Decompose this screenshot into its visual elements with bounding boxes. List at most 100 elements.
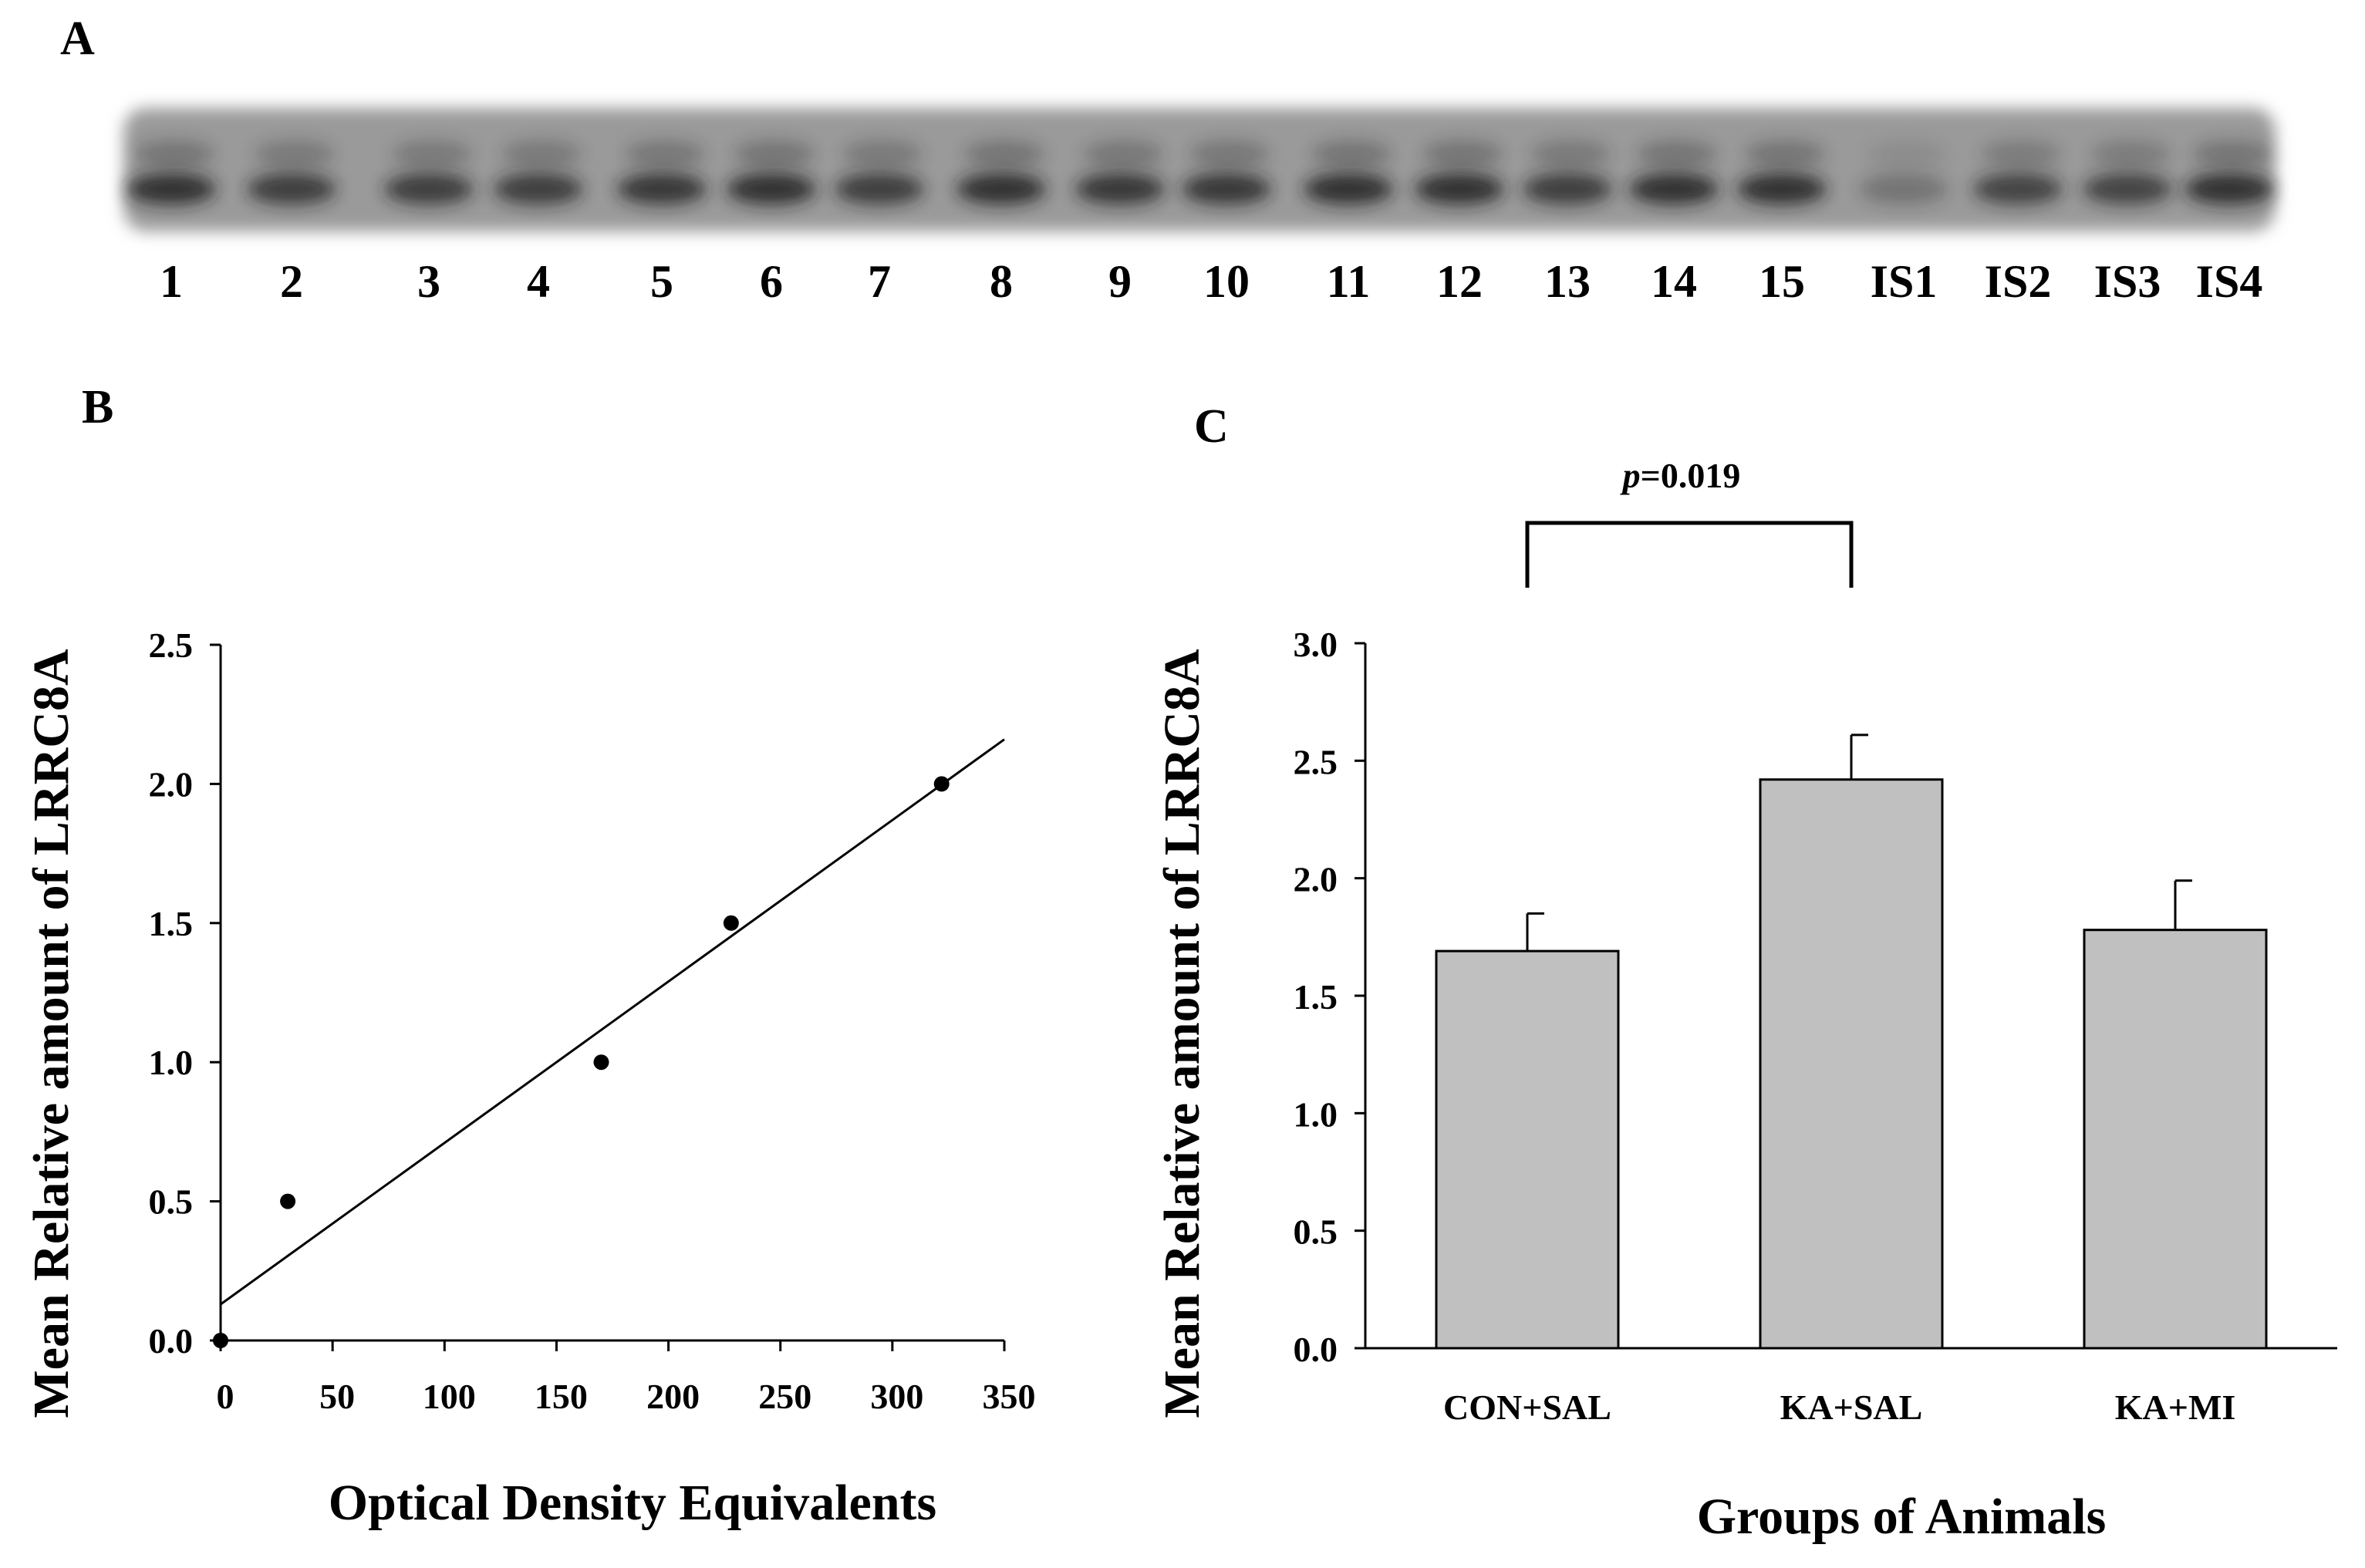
panel-c-letter: C [1194, 400, 1229, 453]
blot-band [384, 174, 474, 204]
chart-b-axes [219, 645, 1004, 1342]
chart-b-points [213, 776, 950, 1348]
calibration-scatter-chart: 0.0 0.5 1.0 1.5 2.0 2.5 0 50 100 150 200 250 300 350… [23, 626, 1036, 1531]
category-label: CON+SAL [1443, 1388, 1611, 1427]
chart-b-x-tick-label: 150 [535, 1377, 588, 1416]
blot-band-upper [1422, 140, 1503, 168]
blot-band-upper [2192, 140, 2272, 168]
chart-b-y-ticks: 0.0 0.5 1.0 1.5 2.0 2.5 [149, 626, 221, 1361]
fit-line [220, 738, 1005, 1306]
blot-band [1737, 174, 1827, 204]
blot-band [1973, 174, 2063, 204]
lane-labels: 1 2 3 4 5 6 7 8 9 10 11 12 13 14 15 IS1 IS2 IS3 IS4 [160, 256, 2262, 307]
chart-b-ylabel: Mean Relative amount of LRRC8A [23, 649, 79, 1418]
blot-band [127, 174, 216, 204]
blot-band-upper [255, 140, 335, 168]
lane-label: 5 [650, 256, 673, 307]
blot-band [1075, 174, 1165, 204]
lane-label: 11 [1327, 256, 1371, 307]
blot-band [1304, 174, 1393, 204]
blot-band [1523, 174, 1612, 204]
blot-band-upper [392, 140, 472, 168]
category-label: KA+SAL [1780, 1388, 1923, 1427]
panel-b-letter: B [82, 381, 113, 433]
blot-band [956, 174, 1046, 204]
blot-band-upper [1530, 140, 1611, 168]
significance-value: =0.019 [1641, 456, 1741, 495]
chart-c-y-tick-label: 2.0 [1294, 860, 1338, 899]
blot-band [617, 174, 707, 204]
chart-c-category-labels: CON+SAL KA+SAL KA+MI [1443, 1388, 2235, 1427]
chart-c-y-tick-label: 1.0 [1294, 1094, 1338, 1134]
blot-band-upper [1981, 140, 2061, 168]
data-point [213, 1333, 228, 1348]
chart-c-y-tick-label: 2.5 [1294, 742, 1338, 781]
blot-band-upper [1867, 140, 1947, 168]
blot-band [1859, 174, 1948, 204]
blot-band-upper [964, 140, 1044, 168]
data-point [280, 1193, 296, 1209]
chart-b-y-tick-label: 0.5 [149, 1182, 194, 1222]
blot-band-upper [501, 140, 582, 168]
chart-c-xlabel: Groups of Animals [1697, 1489, 2107, 1545]
blot-band-upper [1311, 140, 1392, 168]
blot-band [1415, 174, 1504, 204]
significance-label: p=0.019 [1620, 456, 1741, 495]
lane-label: 15 [1759, 256, 1805, 307]
lane-label: 3 [417, 256, 440, 307]
chart-c-y-tick-label: 0.0 [1294, 1330, 1338, 1369]
lane-label: 6 [760, 256, 783, 307]
significance-bracket: p=0.019 [1525, 456, 1854, 588]
lane-label: IS1 [1871, 256, 1938, 307]
chart-b-x-tick-label: 250 [758, 1377, 811, 1416]
blot-band [1629, 174, 1719, 204]
group-bar-chart: 0.0 0.5 1.0 1.5 2.0 2.5 3.0 CON+SAL KA+SAL KA+MI… [1154, 456, 2337, 1545]
chart-b-x-ticks: 0 50 100 150 200 250 300 350 [217, 1340, 1036, 1416]
chart-c-y-tick-label: 3.0 [1294, 625, 1338, 664]
blot-band-upper [625, 140, 705, 168]
bar [1435, 949, 1620, 1350]
chart-b-y-tick-label: 2.0 [149, 764, 194, 804]
lane-label: 7 [868, 256, 891, 307]
chart-b-x-tick-label: 350 [983, 1377, 1036, 1416]
blot-band [494, 174, 583, 204]
bar [1759, 778, 1944, 1350]
chart-b-x-tick-label: 200 [646, 1377, 700, 1416]
blot-band-upper [1083, 140, 1163, 168]
lane-label: 8 [990, 256, 1013, 307]
lane-label: IS4 [2196, 256, 2263, 307]
lane-label: 14 [1651, 256, 1697, 307]
chart-c-ylabel: Mean Relative amount of LRRC8A [1154, 649, 1210, 1418]
lane-label: 1 [160, 256, 183, 307]
data-point [593, 1054, 609, 1071]
lane-label: IS2 [1985, 256, 2052, 307]
chart-b-x-tick-label: 0 [217, 1377, 234, 1416]
panel-a-letter: A [60, 12, 95, 65]
blot-band-upper [1637, 140, 1717, 168]
chart-b-x-tick-label: 100 [423, 1377, 476, 1416]
chart-c-y-tick-label: 1.5 [1294, 977, 1338, 1017]
data-point [933, 776, 950, 792]
lane-label: 9 [1108, 256, 1132, 307]
blot-band [727, 174, 816, 204]
blot-band-upper [842, 140, 923, 168]
significance-bracket-line [1525, 521, 1854, 588]
blot-band-upper [1189, 140, 1270, 168]
chart-b-xlabel: Optical Density Equivalents [329, 1475, 936, 1531]
chart-c-bars [1435, 733, 2268, 1350]
blot-band [1182, 174, 1271, 204]
blot-band-upper [1745, 140, 1825, 168]
data-point [723, 915, 739, 931]
chart-b-y-tick-label: 1.5 [149, 904, 194, 943]
blot-band [247, 174, 336, 204]
western-blot: 1 2 3 4 5 6 7 8 9 10 11 12 13 14 15 IS1 IS2 IS3 IS4 [123, 108, 2276, 307]
chart-c-y-tick-label: 0.5 [1294, 1212, 1338, 1252]
lane-label: 10 [1203, 256, 1250, 307]
chart-b-y-tick-label: 1.0 [149, 1043, 194, 1082]
blot-background [123, 108, 2276, 231]
blot-band [835, 174, 924, 204]
chart-b-y-tick-label: 0.0 [149, 1321, 194, 1361]
category-label: KA+MI [2115, 1388, 2236, 1427]
chart-c-y-ticks: 0.0 0.5 1.0 1.5 2.0 2.5 3.0 [1294, 625, 1365, 1369]
